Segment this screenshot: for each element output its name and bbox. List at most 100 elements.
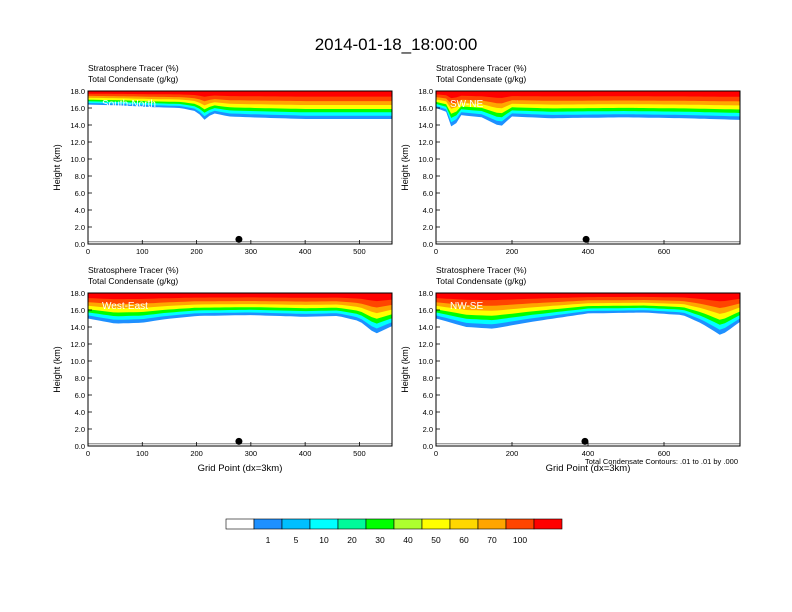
x-tick-label: 0 [434,449,438,458]
colorbar-label: 70 [487,535,497,545]
y-tick-label: 2.0 [423,223,433,232]
cross-section-label: West-East [102,301,148,312]
x-tick-label: 200 [190,449,203,458]
contour-note: Total Condensate Contours: .01 to .01 by… [585,457,738,466]
y-tick-label: 2.0 [423,425,433,434]
y-tick-label: 4.0 [423,206,433,215]
y-tick-label: 8.0 [423,374,433,383]
x-tick-label: 400 [299,247,312,256]
panel-header-condensate: Total Condensate (g/kg) [88,276,178,286]
y-tick-label: 18.0 [418,87,433,96]
y-tick-label: 10.0 [70,357,85,366]
x-tick-label: 600 [658,247,671,256]
panel-header-condensate: Total Condensate (g/kg) [88,74,178,84]
y-tick-label: 16.0 [70,306,85,315]
y-tick-label: 4.0 [423,408,433,417]
colorbar-swatch [477,518,507,530]
y-tick-label: 16.0 [418,104,433,113]
y-tick-label: 8.0 [75,172,85,181]
x-tick-label: 0 [86,449,90,458]
colorbar-label: 10 [319,535,329,545]
y-tick-label: 18.0 [70,289,85,298]
y-axis-label: Height (km) [52,144,62,191]
x-tick-label: 600 [658,449,671,458]
colorbar-label: 5 [294,535,299,545]
x-tick-label: 100 [136,247,149,256]
y-tick-label: 12.0 [418,340,433,349]
colorbar-swatch [449,518,479,530]
colorbar-swatch [533,518,563,530]
panel-header-tracer: Stratosphere Tracer (%) [88,63,179,73]
colorbar-swatch [309,518,339,530]
panel-header-tracer: Stratosphere Tracer (%) [88,265,179,275]
colorbar-label: 30 [375,535,385,545]
y-tick-label: 14.0 [70,121,85,130]
panel-west-east: 0.0 2.0 4.0 6.0 8.0 10.0 12.0 14.0 16.0 18.0 0 100 2… [52,265,393,474]
y-tick-label: 0.0 [423,442,433,451]
cross-section-label: NW-SE [450,301,483,312]
x-tick-label: 500 [353,247,366,256]
x-tick-label: 300 [245,449,258,458]
x-axis-label: Grid Point (dx=3km) [546,463,631,474]
colorbar-swatch [281,518,311,530]
cross-section-label: South-North [102,99,156,110]
colorbar: 1 5 10 20 30 40 50 60 70 100 [225,518,563,545]
y-tick-label: 18.0 [418,289,433,298]
y-tick-label: 12.0 [70,138,85,147]
x-tick-label: 400 [299,449,312,458]
colorbar-swatch [365,518,395,530]
panel-nw-se: 0.0 2.0 4.0 6.0 8.0 10.0 12.0 14.0 16.0 18.0 0 200 4… [400,265,741,474]
y-tick-label: 14.0 [418,323,433,332]
y-tick-label: 0.0 [75,240,85,249]
tracer-layer-6 [436,91,740,99]
y-tick-label: 2.0 [75,425,85,434]
y-tick-label: 6.0 [75,189,85,198]
y-tick-label: 14.0 [418,121,433,130]
cross-section-label: SW-NE [450,99,483,110]
x-tick-label: 200 [190,247,203,256]
y-tick-label: 0.0 [423,240,433,249]
tracer-layer-6 [88,293,392,302]
colorbar-swatch [225,518,255,530]
x-tick-label: 200 [506,247,519,256]
colorbar-swatch [505,518,535,530]
x-tick-label: 0 [434,247,438,256]
y-tick-label: 6.0 [423,391,433,400]
y-tick-label: 10.0 [70,155,85,164]
colorbar-swatch [393,518,423,530]
location-marker [235,437,243,445]
y-tick-label: 16.0 [418,306,433,315]
panel-header-tracer: Stratosphere Tracer (%) [436,63,527,73]
y-tick-label: 6.0 [75,391,85,400]
plot-frame [87,90,393,245]
y-tick-label: 4.0 [75,206,85,215]
panel-header-condensate: Total Condensate (g/kg) [436,276,526,286]
x-tick-label: 500 [353,449,366,458]
x-tick-label: 0 [86,247,90,256]
panel-sw-ne: 0.0 2.0 4.0 6.0 8.0 10.0 12.0 14.0 16.0 18.0 0 200 4… [400,63,741,256]
y-tick-label: 14.0 [70,323,85,332]
figure-title: 2014-01-18_18:00:00 [315,35,478,54]
y-tick-label: 6.0 [423,189,433,198]
colorbar-label: 60 [459,535,469,545]
x-axis-label: Grid Point (dx=3km) [198,463,283,474]
tracer-layer-6 [88,91,392,97]
colorbar-label: 20 [347,535,357,545]
x-tick-label: 100 [136,449,149,458]
x-tick-label: 400 [582,449,595,458]
y-axis-label: Height (km) [52,346,62,393]
y-tick-label: 10.0 [418,155,433,164]
colorbar-label: 40 [403,535,413,545]
y-tick-label: 2.0 [75,223,85,232]
y-tick-label: 4.0 [75,408,85,417]
y-tick-label: 12.0 [418,138,433,147]
x-tick-label: 200 [506,449,519,458]
y-tick-label: 16.0 [70,104,85,113]
colorbar-label: 50 [431,535,441,545]
y-tick-label: 0.0 [75,442,85,451]
plot-frame [87,292,393,447]
colorbar-swatch [421,518,451,530]
location-marker [235,235,243,243]
y-tick-label: 8.0 [75,374,85,383]
